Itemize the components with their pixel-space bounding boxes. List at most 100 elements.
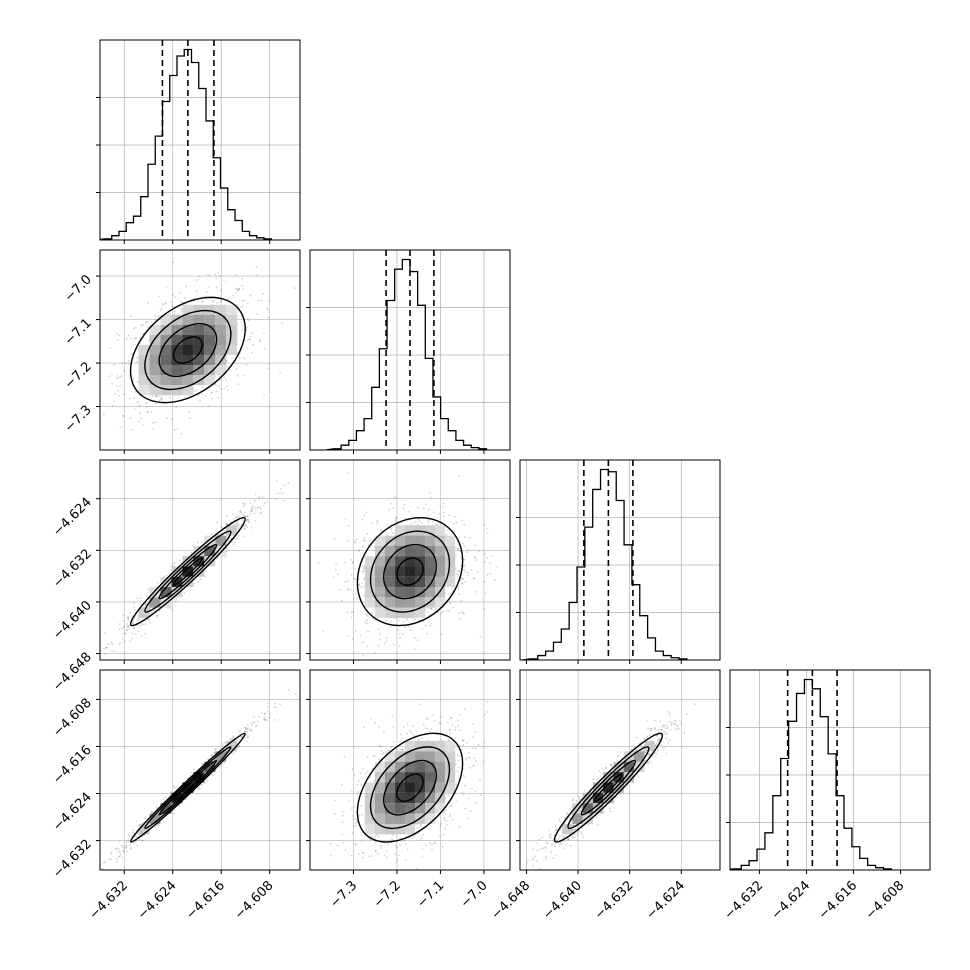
sample-point-3-1-562 (378, 725, 381, 728)
density-cell-1-0 (215, 334, 227, 345)
sample-point-3-0-503 (117, 847, 120, 850)
sample-point-1-0-279 (127, 334, 130, 337)
density-cell-3-1 (384, 823, 395, 835)
sample-point-3-0-374 (92, 876, 94, 878)
sample-point-1-0-692 (113, 393, 116, 395)
sample-point-2-1-608 (340, 599, 343, 602)
sample-point-2-1-887 (365, 630, 368, 633)
sample-point-1-0-782 (223, 387, 226, 390)
sample-point-1-0-399 (170, 301, 173, 304)
density-cell-1-0 (215, 304, 227, 315)
sample-point-2-1-666 (371, 522, 374, 525)
sample-point-2-0-286 (254, 506, 256, 509)
sample-point-3-0-249 (138, 839, 141, 842)
density-cell-2-1 (415, 587, 426, 598)
sample-point-3-0-53 (152, 810, 155, 813)
sample-point-3-1-485 (394, 844, 397, 847)
sample-point-1-0-106 (122, 415, 125, 418)
sample-point-2-0-215 (166, 574, 169, 577)
sample-point-3-1-889 (486, 701, 489, 703)
density-cell-3-1 (435, 772, 446, 783)
sample-point-3-0-516 (108, 858, 111, 861)
density-cell-2-1 (425, 535, 436, 546)
sample-point-3-0-743 (232, 751, 235, 754)
sample-point-3-1-603 (412, 725, 415, 728)
sample-point-3-1-23 (440, 715, 443, 718)
sample-point-3-1-209 (362, 852, 365, 854)
sample-point-3-1-825 (360, 833, 363, 836)
xtick-label-0-2: −4.616 (183, 878, 228, 923)
density-cell-2-0 (193, 545, 205, 557)
sample-point-3-0-450 (105, 872, 107, 874)
sample-point-2-1-552 (483, 608, 486, 611)
sample-point-3-0-273 (246, 736, 249, 739)
sample-point-3-1-1 (372, 754, 375, 757)
sample-point-3-1-802 (374, 721, 376, 724)
sample-point-3-0-612 (268, 717, 270, 720)
sample-point-3-1-198 (408, 729, 411, 732)
sample-point-2-1-802 (409, 629, 412, 631)
contour-1-0-0 (172, 336, 203, 364)
sample-point-1-0-597 (141, 333, 143, 336)
density-cell-1-0 (171, 334, 183, 345)
sample-point-1-0-598 (116, 385, 118, 387)
density-cell-2-1 (374, 556, 385, 567)
density-cell-3-1 (415, 782, 426, 793)
sample-point-3-1-854 (450, 717, 453, 720)
panel-2-2-frame (519, 459, 721, 661)
density-cell-2-0 (226, 525, 238, 536)
sample-point-3-1-880 (401, 749, 404, 752)
sample-point-3-1-778 (469, 810, 472, 812)
density-cell-1-0 (149, 324, 161, 335)
sample-point-1-0-683 (88, 379, 90, 381)
density-cell-2-1 (404, 597, 416, 608)
density-cell-1-0 (204, 324, 216, 335)
sample-point-2-0-597 (107, 643, 110, 646)
density-cell-2-1 (445, 545, 456, 557)
sample-point-1-0-714 (122, 414, 125, 417)
sample-point-2-1-207 (369, 539, 371, 542)
density-cell-1-0 (171, 324, 183, 335)
sample-point-1-0-312 (207, 285, 210, 288)
sample-point-1-0-648 (139, 412, 141, 414)
sample-point-3-1-291 (356, 792, 359, 794)
sample-point-3-1-688 (385, 850, 388, 853)
sample-point-2-1-305 (473, 577, 476, 580)
sample-point-3-0-97 (129, 846, 132, 849)
sample-point-3-1-482 (431, 714, 434, 717)
sample-point-1-0-243 (166, 417, 169, 420)
density-cell-2-1 (425, 576, 436, 588)
sample-point-1-0-400 (155, 402, 157, 405)
sample-point-2-0-33 (127, 625, 129, 627)
sample-point-3-0-221 (263, 718, 265, 721)
histogram-0 (100, 48, 272, 240)
sample-point-2-0-594 (243, 514, 246, 517)
sample-point-1-0-839 (113, 363, 116, 366)
density-cell-1-0 (138, 365, 150, 376)
sample-point-3-1-195 (431, 848, 433, 851)
density-cell-1-0 (171, 365, 183, 376)
density-cell-3-1 (404, 751, 416, 762)
sample-point-3-0-590 (332, 655, 334, 657)
sample-point-2-1-800 (454, 530, 456, 532)
sample-point-1-0-842 (226, 366, 229, 369)
sample-point-3-0-19 (241, 735, 244, 738)
sample-point-2-1-417 (462, 578, 464, 581)
sample-point-3-1-500 (471, 787, 473, 790)
sample-point-3-1-310 (473, 757, 476, 760)
sample-point-2-1-601 (461, 611, 464, 614)
sample-point-3-0-541 (273, 719, 276, 721)
density-cell-1-0 (226, 324, 238, 335)
sample-point-2-0-899 (134, 608, 136, 611)
sample-point-2-0-102 (171, 609, 174, 611)
sample-point-3-1-666 (449, 813, 452, 816)
sample-point-2-1-157 (490, 554, 493, 557)
sample-point-3-0-779 (244, 726, 247, 729)
sample-point-2-0-407 (243, 505, 245, 508)
density-cell-1-0 (193, 304, 205, 315)
sample-point-3-1-773 (329, 854, 332, 857)
density-cell-1-0 (204, 355, 216, 366)
density-cell-3-1 (425, 782, 436, 793)
sample-point-2-1-857 (386, 525, 388, 528)
sample-point-3-1-699 (378, 758, 381, 761)
